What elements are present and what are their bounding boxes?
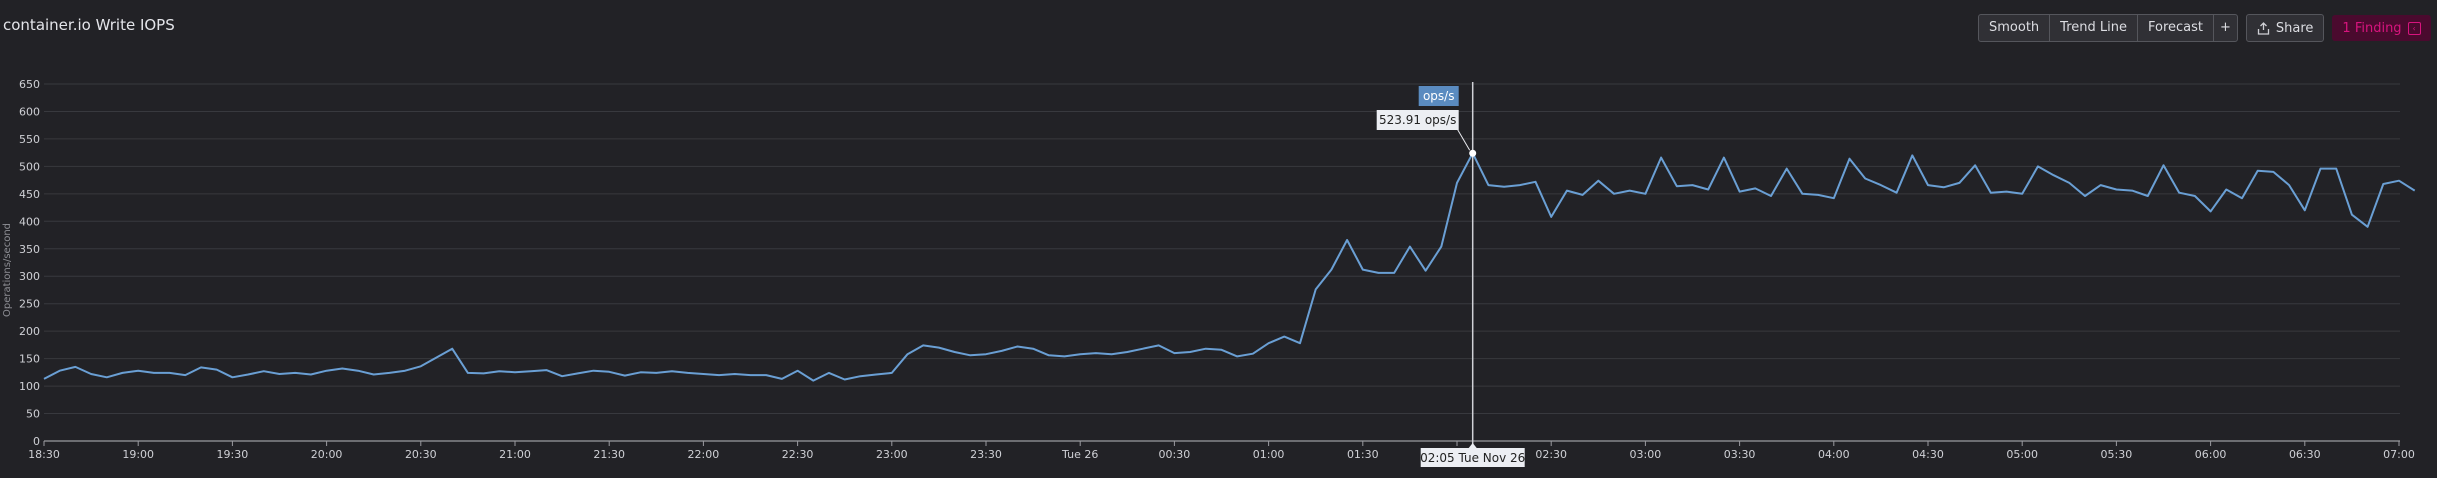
x-tick-label: 22:00 — [688, 448, 720, 461]
analysis-button-group: Smooth Trend Line Forecast + — [1978, 14, 2238, 42]
grid-lines — [44, 83, 2400, 415]
x-tick-label: 05:00 — [2006, 448, 2038, 461]
x-tick-label: 04:00 — [1818, 448, 1850, 461]
x-tick-label: 05:30 — [2101, 448, 2133, 461]
x-tick-label: 19:30 — [217, 448, 249, 461]
x-tick-label: 18:30 — [28, 448, 60, 461]
y-tick-label: 50 — [26, 408, 40, 421]
x-axis: 18:30 19:00 19:30 20:00 20:30 21:00 21:30 22:00… — [28, 440, 2415, 461]
x-tick-label: 23:00 — [876, 448, 908, 461]
y-tick-label: 650 — [19, 78, 40, 91]
share-icon — [2257, 21, 2270, 35]
y-tick-label: 300 — [19, 270, 40, 283]
x-tick-label: 01:30 — [1347, 448, 1379, 461]
trend-line-button[interactable]: Trend Line — [2050, 15, 2138, 41]
chart-toolbar: Smooth Trend Line Forecast + Share 1 Fin… — [1978, 14, 2431, 42]
y-tick-label: 150 — [19, 353, 40, 366]
x-tick-label: 03:30 — [1724, 448, 1756, 461]
x-tick-label: 21:30 — [593, 448, 625, 461]
x-tick-label: 03:00 — [1630, 448, 1662, 461]
y-tick-label: 600 — [19, 105, 40, 118]
x-tick-label: 01:00 — [1253, 448, 1285, 461]
add-analysis-button[interactable]: + — [2220, 20, 2231, 35]
forecast-button[interactable]: Forecast — [2138, 15, 2214, 41]
tooltip-time-box — [1420, 448, 1525, 467]
share-label: Share — [2275, 20, 2314, 36]
tooltip-unit: ops/s — [1423, 89, 1455, 103]
x-tick-label: 19:00 — [122, 448, 154, 461]
finding-button[interactable]: 1 Finding ‹ — [2332, 15, 2431, 41]
x-tick-label: 23:30 — [970, 448, 1002, 461]
share-button[interactable]: Share — [2245, 14, 2325, 42]
x-tick-label: 04:30 — [1912, 448, 1944, 461]
x-tick-label: 20:00 — [311, 448, 343, 461]
y-tick-label: 500 — [19, 160, 40, 173]
y-tick-label: 0 — [33, 435, 40, 448]
x-tick-label: 21:00 — [499, 448, 531, 461]
x-tick-label: 22:30 — [782, 448, 814, 461]
x-tick-label: Tue 26 — [1061, 448, 1098, 461]
x-tick-label: 06:00 — [2195, 448, 2227, 461]
panel-collapse-icon: ‹ — [2407, 21, 2421, 35]
y-tick-label: 100 — [19, 380, 40, 393]
y-tick-label: 200 — [19, 325, 40, 338]
y-axis-ticks: 0 50 100 150 200 250 300 350 400 450 500 550 600 650 — [19, 78, 40, 448]
tooltip-time: 02:05 Tue Nov 26 — [1420, 451, 1525, 465]
x-tick-label: 00:30 — [1159, 448, 1191, 461]
y-tick-label: 350 — [19, 243, 40, 256]
x-tick-label: 06:30 — [2289, 448, 2321, 461]
y-axis-label: Operations/second — [2, 223, 13, 317]
chart-title: container.io Write IOPS — [3, 16, 175, 34]
finding-label: 1 Finding — [2342, 20, 2402, 36]
tooltip-value-box — [1376, 110, 1459, 130]
smooth-button[interactable]: Smooth — [1979, 15, 2051, 41]
y-tick-label: 550 — [19, 133, 40, 146]
x-tick-label: 20:30 — [405, 448, 437, 461]
tooltip-series-badge — [1418, 86, 1459, 106]
y-tick-label: 400 — [19, 215, 40, 228]
y-tick-label: 450 — [19, 188, 40, 201]
tooltip-value: 523.91 ops/s — [1379, 113, 1456, 127]
y-tick-label: 250 — [19, 298, 40, 311]
crosshair: ops/s 523.91 ops/s 02:05 Tue Nov 26 — [1376, 82, 1525, 467]
x-tick-label: 07:00 — [2383, 448, 2415, 461]
series-line[interactable] — [43, 152, 2416, 382]
x-tick-label: 02:30 — [1535, 448, 1567, 461]
hover-point — [1469, 149, 1477, 157]
